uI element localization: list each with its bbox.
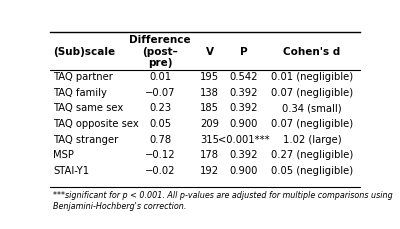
Text: Cohen's d: Cohen's d	[283, 46, 340, 56]
Text: 0.392: 0.392	[230, 150, 258, 159]
Text: 209: 209	[200, 118, 219, 128]
Text: 0.392: 0.392	[230, 103, 258, 113]
Text: V: V	[206, 46, 214, 56]
Text: 0.07 (negligible): 0.07 (negligible)	[271, 87, 353, 97]
Text: 192: 192	[200, 165, 219, 175]
Text: ***significant for p < 0.001. All p-values are adjusted for multiple comparisons: ***significant for p < 0.001. All p-valu…	[53, 191, 393, 210]
Text: TAQ family: TAQ family	[53, 87, 107, 97]
Text: −0.02: −0.02	[145, 165, 175, 175]
Text: TAQ stranger: TAQ stranger	[53, 134, 118, 144]
Text: MSP: MSP	[53, 150, 74, 159]
Text: 138: 138	[200, 87, 219, 97]
Text: 0.01 (negligible): 0.01 (negligible)	[271, 72, 353, 82]
Text: 0.542: 0.542	[230, 72, 258, 82]
Text: −0.12: −0.12	[145, 150, 175, 159]
Text: 0.01: 0.01	[149, 72, 171, 82]
Text: <0.001***: <0.001***	[218, 134, 270, 144]
Text: 0.07 (negligible): 0.07 (negligible)	[271, 118, 353, 128]
Text: TAQ same sex: TAQ same sex	[53, 103, 123, 113]
Text: Difference
(post–
pre): Difference (post– pre)	[129, 35, 191, 68]
Text: STAI-Y1: STAI-Y1	[53, 165, 89, 175]
Text: 0.34 (small): 0.34 (small)	[282, 103, 342, 113]
Text: 0.23: 0.23	[149, 103, 171, 113]
Text: 185: 185	[200, 103, 219, 113]
Text: 178: 178	[200, 150, 219, 159]
Text: 0.27 (negligible): 0.27 (negligible)	[271, 150, 353, 159]
Text: 0.05 (negligible): 0.05 (negligible)	[271, 165, 353, 175]
Text: 0.900: 0.900	[230, 165, 258, 175]
Text: −0.07: −0.07	[145, 87, 175, 97]
Text: 0.392: 0.392	[230, 87, 258, 97]
Text: TAQ opposite sex: TAQ opposite sex	[53, 118, 139, 128]
Text: 0.05: 0.05	[149, 118, 171, 128]
Text: 0.900: 0.900	[230, 118, 258, 128]
Text: P: P	[240, 46, 248, 56]
Text: 315: 315	[200, 134, 219, 144]
Text: (Sub)scale: (Sub)scale	[53, 46, 115, 56]
Text: 195: 195	[200, 72, 219, 82]
Text: 0.78: 0.78	[149, 134, 171, 144]
Text: TAQ partner: TAQ partner	[53, 72, 113, 82]
Text: 1.02 (large): 1.02 (large)	[283, 134, 341, 144]
